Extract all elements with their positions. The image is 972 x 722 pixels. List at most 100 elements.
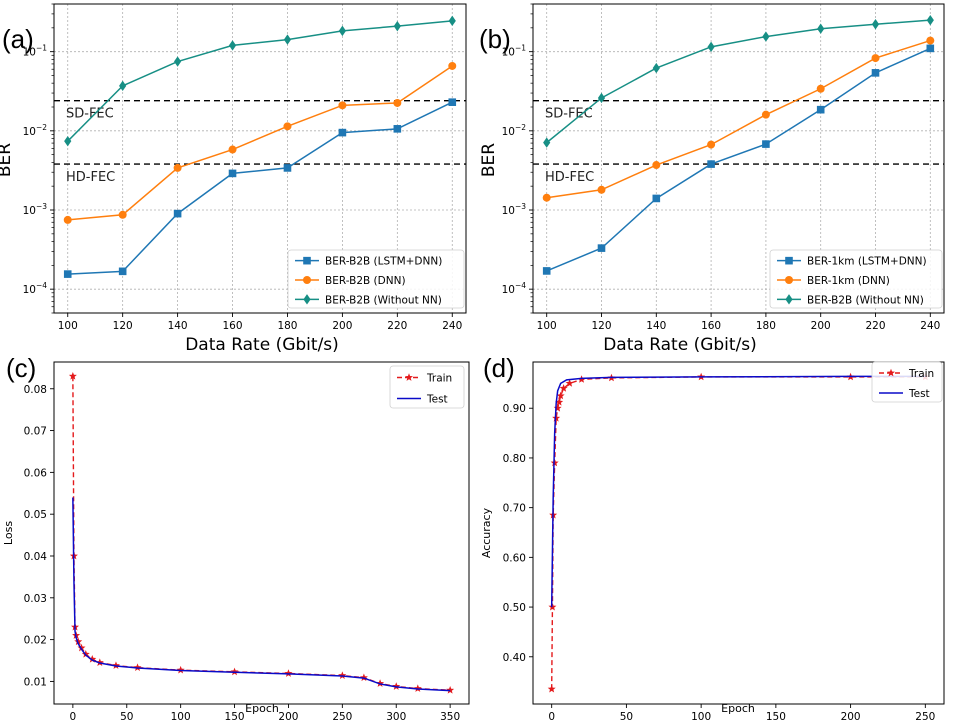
x-tick-label: 150: [225, 711, 245, 722]
panel-label: (b): [479, 24, 511, 54]
y-axis-label: Accuracy: [480, 507, 493, 558]
legend-marker: [303, 256, 311, 265]
x-tick-label: 250: [915, 711, 935, 722]
x-tick-label: 240: [442, 320, 462, 332]
x-axis-label: Data Rate (Gbit/s): [603, 335, 757, 355]
data-point: [119, 80, 127, 92]
data-point: [652, 62, 660, 74]
y-tick-label: 10−3: [502, 202, 527, 217]
data-point: [816, 84, 825, 93]
y-tick-label: 0.60: [503, 552, 526, 564]
y-tick-label: 0.03: [24, 593, 47, 605]
data-point: [871, 19, 880, 30]
data-point: [68, 372, 77, 380]
data-point: [446, 686, 455, 694]
plot-area: [63, 15, 457, 278]
legend-marker: [785, 294, 793, 305]
data-point: [176, 665, 185, 674]
legend-marker: [785, 256, 793, 265]
data-point: [376, 679, 385, 687]
data-point: [392, 682, 401, 690]
data-point: [228, 145, 237, 154]
x-axis-label: Data Rate (Gbit/s): [185, 335, 339, 355]
data-point: [761, 110, 770, 119]
x-tick-label: 250: [332, 711, 352, 722]
data-point: [338, 25, 346, 37]
data-point: [559, 384, 568, 392]
chart-panel-3: 0 50 100 150 200 250 0.40 0.50 0.60 0.70 0.80 0.90 E…: [480, 353, 945, 722]
data-point: [283, 34, 292, 45]
data-point: [74, 637, 83, 646]
data-point: [393, 125, 402, 133]
data-point: [118, 210, 127, 219]
data-point: [174, 56, 182, 67]
series-line-0: [67, 101, 453, 275]
series-line-1: [67, 65, 453, 221]
y-tick-label: 0.01: [24, 676, 47, 688]
plot-area: [68, 372, 455, 694]
data-point: [230, 667, 239, 676]
y-tick-label: 0.07: [24, 426, 47, 438]
panel-label: (a): [2, 24, 34, 54]
x-tick-label: 200: [841, 711, 861, 722]
data-point: [871, 69, 880, 77]
data-point: [359, 673, 368, 682]
plot-area: [542, 14, 935, 275]
data-point: [542, 193, 551, 202]
y-tick-label: 0.06: [24, 467, 48, 479]
legend-box: [769, 249, 943, 309]
data-point: [816, 105, 825, 114]
series-line-1: [550, 375, 926, 608]
data-point: [565, 379, 574, 387]
data-point: [413, 684, 422, 692]
series-line-0: [72, 376, 451, 691]
data-point: [555, 398, 564, 406]
data-point: [926, 36, 935, 45]
legend-label: BER-1km (DNN): [807, 275, 890, 287]
data-point: [926, 14, 934, 26]
x-tick-label: 120: [113, 320, 133, 332]
data-point: [542, 267, 551, 275]
x-tick-label: 50: [120, 711, 133, 722]
x-axis-label: Epoch: [721, 702, 755, 715]
y-tick-label: 10−1: [502, 44, 527, 59]
y-axis-label: Loss: [2, 521, 15, 545]
y-tick-label: 0.90: [503, 403, 526, 415]
data-point: [817, 23, 825, 34]
chart-panel-0: 100 120 140 160 180 200 220 240 10−4 10−3 10−2 10−1…: [0, 3, 467, 355]
y-tick-label: 10−4: [23, 281, 48, 296]
legend-label: BER-B2B (Without NN): [325, 294, 442, 306]
y-tick-label: 0.04: [24, 551, 48, 563]
x-tick-label: 160: [701, 320, 721, 332]
data-point: [556, 391, 565, 400]
data-point: [228, 169, 237, 178]
y-tick-label: 10−2: [502, 123, 527, 138]
data-point: [926, 44, 935, 53]
chart-panel-2: 0 50 100 150 200 250 300 350 0.01 0.02 0.03 0.04 0.0…: [2, 353, 470, 722]
x-tick-label: 240: [920, 320, 940, 332]
panel-label: (c): [6, 353, 36, 383]
legend-label: Train: [426, 373, 452, 385]
x-tick-label: 100: [171, 711, 191, 722]
data-point: [448, 98, 457, 106]
data-point: [228, 40, 237, 51]
data-point: [63, 270, 72, 278]
x-tick-label: 120: [591, 320, 611, 332]
x-tick-label: 0: [70, 711, 77, 722]
data-point: [173, 209, 182, 218]
x-tick-label: 200: [332, 320, 352, 332]
data-point: [95, 658, 104, 667]
data-point: [543, 137, 551, 148]
panel-label: (d): [483, 353, 515, 383]
x-tick-label: 100: [537, 320, 557, 332]
x-tick-label: 150: [766, 711, 786, 722]
x-tick-label: 200: [811, 320, 831, 332]
y-axis-label: BER: [479, 143, 499, 177]
x-tick-label: 220: [387, 320, 407, 332]
data-point: [707, 140, 716, 149]
legend-marker: [405, 373, 413, 381]
threshold-label: HD-FEC: [66, 170, 115, 185]
legend-marker: [303, 294, 311, 305]
axes-frame: [53, 361, 470, 705]
